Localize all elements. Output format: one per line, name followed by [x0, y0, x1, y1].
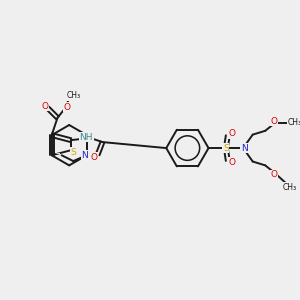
Text: O: O — [270, 117, 278, 126]
Text: CH₃: CH₃ — [288, 118, 300, 127]
Text: CH₃: CH₃ — [67, 91, 81, 100]
Text: O: O — [64, 103, 70, 112]
Text: O: O — [228, 158, 235, 167]
Text: S: S — [223, 144, 229, 153]
Text: N: N — [81, 151, 88, 160]
Text: N: N — [241, 144, 248, 153]
Text: O: O — [270, 170, 278, 179]
Text: ethyl: ethyl — [56, 153, 60, 154]
Text: O: O — [228, 129, 235, 138]
Text: NH: NH — [80, 133, 93, 142]
Text: CH₃: CH₃ — [282, 183, 296, 192]
Text: O: O — [41, 102, 49, 111]
Text: O: O — [90, 153, 98, 162]
Text: S: S — [71, 148, 76, 157]
